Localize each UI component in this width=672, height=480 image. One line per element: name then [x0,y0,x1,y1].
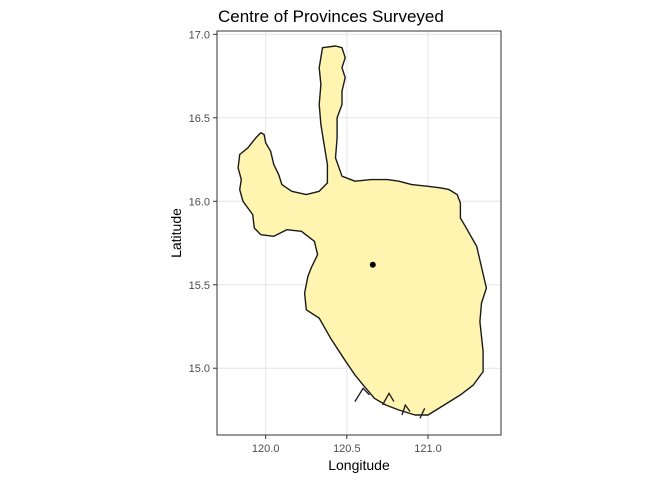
x-tick-label: 120.0 [252,443,280,455]
y-tick-label: 16.5 [189,113,210,125]
chart-title: Centre of Provinces Surveyed [218,7,444,26]
plot-panel-border [216,30,502,436]
coastline-detail [401,403,411,416]
region-shape [237,45,488,416]
y-tick-label: 15.0 [189,363,210,375]
y-tick-label: 16.0 [189,196,210,208]
x-axis-title: Longitude [328,457,390,473]
coastline-detail [419,408,426,419]
y-axis-title: Latitude [168,208,184,258]
region-layer [237,45,488,419]
x-tick-label: 121.0 [414,443,442,455]
y-tick-label: 17.0 [189,29,210,41]
centre-point [369,261,376,268]
coastline-detail [381,391,395,406]
y-tick-label: 15.5 [189,280,210,292]
points-layer [369,261,376,268]
x-tick-label: 120.5 [333,443,361,455]
x-axis-ticks: 120.0 120.5 121.0 [252,435,442,455]
y-axis-ticks: 15.0 15.5 16.0 16.5 17.0 [189,29,217,375]
coastline-detail [354,387,370,402]
